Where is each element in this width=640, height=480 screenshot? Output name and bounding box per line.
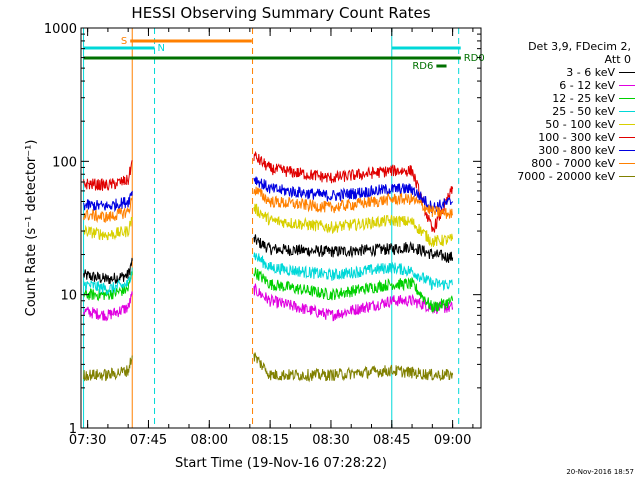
series-line-8-0 [83, 355, 133, 382]
series-line-6-0 [83, 190, 133, 213]
status-bar-label-1: N [158, 43, 165, 54]
vertical-markers [83, 28, 460, 428]
series-line-3-0 [83, 267, 133, 295]
x-tick-label-1: 07:45 [130, 433, 167, 448]
x-tick-label-3: 08:15 [251, 433, 288, 448]
status-bar-label-5: RD6 [412, 61, 433, 72]
legend-item: 6 - 12 keV [490, 79, 635, 92]
y-tick-label-3: 1000 [44, 22, 77, 37]
status-bar-label-4: RD0 [464, 53, 485, 64]
x-tick-label-6: 09:00 [434, 433, 471, 448]
series-line-6-1 [253, 176, 454, 214]
legend: Det 3,9, FDecim 2, Att 0 3 - 6 keV 6 - 12… [490, 40, 635, 183]
legend-swatch [619, 111, 635, 112]
series-line-4-0 [83, 216, 133, 241]
legend-item: 100 - 300 keV [490, 131, 635, 144]
legend-item: 7000 - 20000 keV [490, 170, 635, 183]
series-line-4-1 [253, 203, 454, 248]
series-line-5-0 [83, 160, 133, 191]
legend-item: 25 - 50 keV [490, 105, 635, 118]
y-tick-label-1: 10 [60, 289, 77, 304]
legend-rows: 3 - 6 keV 6 - 12 keV 12 - 25 keV 25 - 50 ke… [490, 66, 635, 183]
legend-item: 50 - 100 keV [490, 118, 635, 131]
legend-header-1: Det 3,9, FDecim 2, [528, 40, 631, 53]
x-axis-label: Start Time (19-Nov-16 07:28:22) [175, 456, 387, 471]
legend-swatch [619, 98, 635, 99]
legend-label: 100 - 300 keV [538, 131, 615, 144]
series-line-0-1 [253, 234, 454, 264]
legend-label: 25 - 50 keV [552, 105, 615, 118]
series-line-7-0 [83, 197, 133, 224]
plot-frame [80, 27, 482, 429]
legend-label: 6 - 12 keV [559, 79, 615, 92]
legend-label: 12 - 25 keV [552, 92, 615, 105]
status-bars: S N RD0 RD6 [83, 36, 485, 72]
legend-label: 800 - 7000 keV [531, 157, 615, 170]
timestamp: 20-Nov-2016 18:57 [566, 468, 634, 476]
legend-swatch [619, 72, 635, 73]
status-bar-label-0: S [121, 36, 127, 47]
legend-item: 300 - 800 keV [490, 144, 635, 157]
legend-item: 12 - 25 keV [490, 92, 635, 105]
series-line-0-0 [83, 257, 133, 284]
series-line-2-1 [253, 267, 454, 313]
legend-swatch [619, 124, 635, 125]
legend-item: 3 - 6 keV [490, 66, 635, 79]
axes: 07:30 07:45 08:00 08:15 08:30 08:45 09:00 1 10 10… [44, 22, 482, 448]
x-tick-label-0: 07:30 [69, 433, 106, 448]
y-tick-label-0: 1 [69, 422, 77, 437]
legend-label: 3 - 6 keV [566, 66, 615, 79]
legend-label: 7000 - 20000 keV [517, 170, 615, 183]
legend-swatch [619, 176, 635, 177]
series-line-7-1 [253, 186, 454, 219]
y-axis-label: Count Rate (s⁻¹ detector⁻¹) [24, 140, 39, 317]
legend-label: 50 - 100 keV [545, 118, 615, 131]
series-line-8-1 [253, 352, 454, 383]
legend-swatch [619, 150, 635, 151]
legend-item: 800 - 7000 keV [490, 157, 635, 170]
y-tick-label-2: 100 [52, 155, 77, 170]
x-tick-label-5: 08:45 [373, 433, 410, 448]
chart-title: HESSI Observing Summary Count Rates [131, 4, 430, 22]
series-line-1-0 [83, 291, 133, 322]
series-line-1-1 [253, 282, 454, 322]
legend-swatch [619, 137, 635, 138]
legend-swatch [619, 85, 635, 86]
series-lines [83, 150, 454, 383]
legend-swatch [619, 163, 635, 164]
legend-header-2: Att 0 [604, 53, 631, 66]
x-tick-label-2: 08:00 [191, 433, 228, 448]
series-line-3-1 [253, 252, 453, 292]
x-tick-label-4: 08:30 [312, 433, 349, 448]
legend-label: 300 - 800 keV [538, 144, 615, 157]
